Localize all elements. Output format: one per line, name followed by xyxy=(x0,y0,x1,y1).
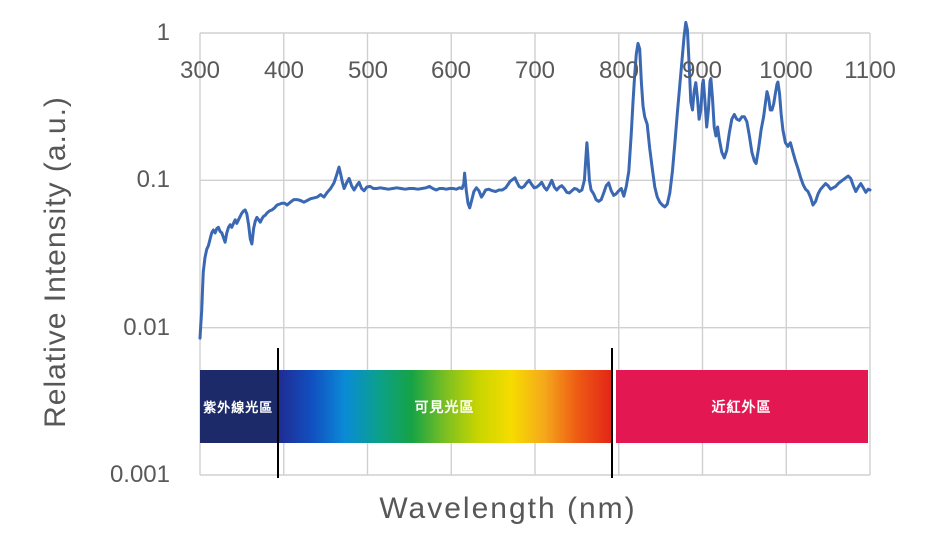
x-axis-title: Wavelength (nm) xyxy=(379,492,637,525)
x-tick-label: 300 xyxy=(179,57,221,84)
region-divider-line xyxy=(611,348,613,478)
spectrum-curve xyxy=(198,20,872,340)
x-tick-label: 500 xyxy=(347,57,389,84)
region-divider-line xyxy=(276,348,279,478)
x-tick-label: 900 xyxy=(681,57,723,84)
y-axis-title: Relative Intensity (a.u.) xyxy=(39,96,72,428)
visible-region-bar: 可見光區 xyxy=(278,370,611,443)
x-tick-label: 600 xyxy=(430,57,472,84)
x-tick-label: 1000 xyxy=(759,57,813,84)
uv-region-bar: 紫外線光區 xyxy=(200,370,277,443)
x-tick-label: 1100 xyxy=(844,57,896,84)
uv-region-label: 紫外線光區 xyxy=(203,400,274,415)
visible-region-label: 可見光區 xyxy=(414,398,475,415)
x-tick-label: 700 xyxy=(514,57,556,84)
x-tick-label: 800 xyxy=(598,57,640,84)
nir-region-bar: 近紅外區 xyxy=(615,370,868,443)
y-tick-label: 0.01 xyxy=(123,314,170,341)
y-tick-label: 1 xyxy=(156,19,170,46)
y-tick-label: 0.1 xyxy=(136,166,170,193)
x-tick-label: 400 xyxy=(263,57,305,84)
y-tick-label: 0.001 xyxy=(109,461,170,488)
nir-region-label: 近紅外區 xyxy=(711,398,772,415)
